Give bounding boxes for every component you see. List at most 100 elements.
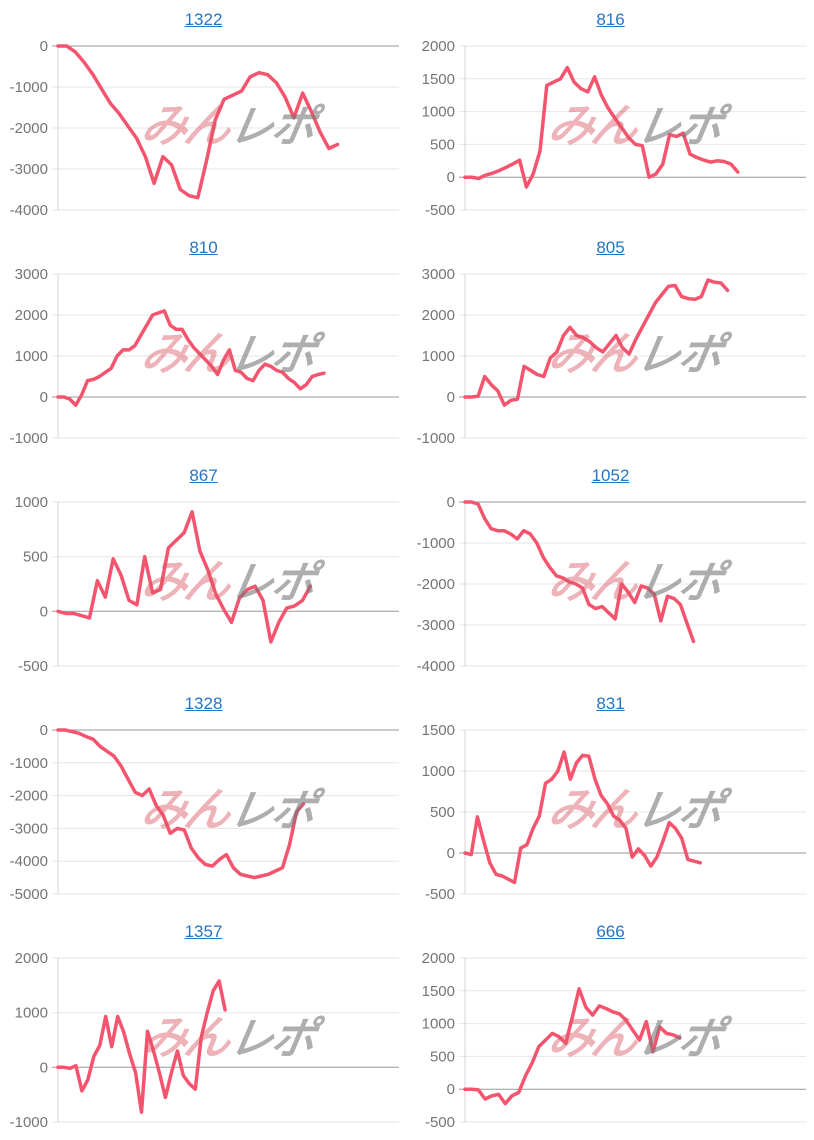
svg-text:0: 0 xyxy=(40,603,48,620)
svg-text:2000: 2000 xyxy=(422,952,455,967)
chart-title-link[interactable]: 867 xyxy=(189,466,218,485)
svg-text:0: 0 xyxy=(447,1081,455,1098)
svg-text:2000: 2000 xyxy=(422,40,455,55)
line-chart-svg: 2000 1500 1000 500 0 -500 xyxy=(422,952,806,1131)
chart-title-link[interactable]: 805 xyxy=(596,238,625,257)
chart-cell: 1357 2000 1000 0 -1000 みんレポ xyxy=(0,912,407,1140)
svg-text:500: 500 xyxy=(430,1048,455,1065)
chart-plot-area: 1500 1000 500 0 -500 みんレポ xyxy=(407,724,814,910)
chart-title-row: 1052 xyxy=(407,456,814,496)
chart-title-link[interactable]: 1357 xyxy=(184,922,223,941)
chart-plot-area: 2000 1500 1000 500 0 -500 みんレポ xyxy=(407,40,814,226)
svg-text:-500: -500 xyxy=(18,658,48,675)
chart-title-link[interactable]: 1328 xyxy=(184,694,223,713)
svg-text:1500: 1500 xyxy=(422,724,455,739)
svg-text:-1000: -1000 xyxy=(10,755,48,772)
svg-text:500: 500 xyxy=(23,549,48,566)
svg-text:-500: -500 xyxy=(425,886,455,903)
chart-title-link[interactable]: 831 xyxy=(596,694,625,713)
chart-cell: 867 1000 500 0 -500 みんレポ xyxy=(0,456,407,684)
chart-title-row: 1357 xyxy=(0,912,407,952)
svg-text:-500: -500 xyxy=(425,202,455,219)
chart-cell: 1052 0 -1000 -2000 -3000 -4000 みんレポ xyxy=(407,456,814,684)
svg-text:-4000: -4000 xyxy=(10,853,48,870)
svg-text:0: 0 xyxy=(40,40,48,55)
chart-cell: 1328 0 -1000 -2000 -3000 -4000 -5000 みんレポ xyxy=(0,684,407,912)
chart-plot-area: 3000 2000 1000 0 -1000 みんレポ xyxy=(407,268,814,454)
svg-text:1000: 1000 xyxy=(422,1016,455,1033)
svg-text:3000: 3000 xyxy=(15,268,48,283)
chart-title-link[interactable]: 810 xyxy=(189,238,218,257)
chart-title-row: 805 xyxy=(407,228,814,268)
chart-title-link[interactable]: 816 xyxy=(596,10,625,29)
svg-text:0: 0 xyxy=(447,389,455,406)
chart-title-row: 666 xyxy=(407,912,814,952)
svg-text:2000: 2000 xyxy=(422,307,455,324)
chart-title-row: 816 xyxy=(407,0,814,40)
svg-text:-2000: -2000 xyxy=(10,788,48,805)
chart-cell: 831 1500 1000 500 0 -500 みんレポ xyxy=(407,684,814,912)
chart-title-link[interactable]: 666 xyxy=(596,922,625,941)
chart-plot-area: 1000 500 0 -500 みんレポ xyxy=(0,496,407,682)
svg-text:0: 0 xyxy=(40,1059,48,1076)
chart-cell: 810 3000 2000 1000 0 -1000 みんレポ xyxy=(0,228,407,456)
svg-text:1000: 1000 xyxy=(422,348,455,365)
line-chart-svg: 2000 1500 1000 500 0 -500 xyxy=(422,40,806,219)
chart-title-link[interactable]: 1052 xyxy=(591,466,630,485)
svg-text:1000: 1000 xyxy=(15,496,48,511)
svg-text:-3000: -3000 xyxy=(417,617,455,634)
svg-text:1000: 1000 xyxy=(422,763,455,780)
svg-text:-500: -500 xyxy=(425,1114,455,1131)
line-chart-svg: 3000 2000 1000 0 -1000 xyxy=(10,268,399,447)
svg-text:0: 0 xyxy=(40,389,48,406)
svg-text:-1000: -1000 xyxy=(10,1114,48,1131)
svg-text:0: 0 xyxy=(447,496,455,511)
chart-title-row: 831 xyxy=(407,684,814,724)
svg-text:1000: 1000 xyxy=(422,104,455,121)
svg-text:-5000: -5000 xyxy=(10,886,48,903)
svg-text:1000: 1000 xyxy=(15,1005,48,1022)
svg-text:2000: 2000 xyxy=(15,307,48,324)
line-chart-svg: 1500 1000 500 0 -500 xyxy=(422,724,806,903)
line-chart-svg: 0 -1000 -2000 -3000 -4000 xyxy=(417,496,806,675)
svg-text:-2000: -2000 xyxy=(417,576,455,593)
svg-text:500: 500 xyxy=(430,136,455,153)
svg-text:1500: 1500 xyxy=(422,983,455,1000)
svg-text:-2000: -2000 xyxy=(10,120,48,137)
chart-cell: 1322 0 -1000 -2000 -3000 -4000 みんレポ xyxy=(0,0,407,228)
chart-plot-area: 0 -1000 -2000 -3000 -4000 みんレポ xyxy=(407,496,814,682)
svg-text:2000: 2000 xyxy=(15,952,48,967)
chart-title-row: 1328 xyxy=(0,684,407,724)
chart-cell: 816 2000 1500 1000 500 0 -500 みんレポ xyxy=(407,0,814,228)
svg-text:-1000: -1000 xyxy=(10,79,48,96)
chart-plot-area: 0 -1000 -2000 -3000 -4000 みんレポ xyxy=(0,40,407,226)
chart-plot-area: 2000 1500 1000 500 0 -500 みんレポ xyxy=(407,952,814,1138)
chart-title-row: 867 xyxy=(0,456,407,496)
chart-plot-area: 0 -1000 -2000 -3000 -4000 -5000 みんレポ xyxy=(0,724,407,910)
chart-cell: 805 3000 2000 1000 0 -1000 みんレポ xyxy=(407,228,814,456)
svg-text:0: 0 xyxy=(40,724,48,739)
svg-text:0: 0 xyxy=(447,845,455,862)
svg-text:-1000: -1000 xyxy=(417,535,455,552)
line-chart-svg: 3000 2000 1000 0 -1000 xyxy=(417,268,806,447)
line-chart-svg: 1000 500 0 -500 xyxy=(15,496,399,675)
svg-text:-4000: -4000 xyxy=(417,658,455,675)
chart-plot-area: 3000 2000 1000 0 -1000 みんレポ xyxy=(0,268,407,454)
chart-title-row: 1322 xyxy=(0,0,407,40)
svg-text:-1000: -1000 xyxy=(10,430,48,447)
svg-text:500: 500 xyxy=(430,804,455,821)
svg-text:-3000: -3000 xyxy=(10,820,48,837)
chart-title-row: 810 xyxy=(0,228,407,268)
svg-text:0: 0 xyxy=(447,169,455,186)
svg-text:-3000: -3000 xyxy=(10,161,48,178)
line-chart-svg: 0 -1000 -2000 -3000 -4000 -5000 xyxy=(10,724,399,903)
svg-text:1000: 1000 xyxy=(15,348,48,365)
svg-text:-4000: -4000 xyxy=(10,202,48,219)
chart-plot-area: 2000 1000 0 -1000 みんレポ xyxy=(0,952,407,1138)
chart-cell: 666 2000 1500 1000 500 0 -500 みんレポ xyxy=(407,912,814,1140)
chart-title-link[interactable]: 1322 xyxy=(184,10,223,29)
svg-text:3000: 3000 xyxy=(422,268,455,283)
svg-text:1500: 1500 xyxy=(422,71,455,88)
line-chart-svg: 0 -1000 -2000 -3000 -4000 xyxy=(10,40,399,219)
